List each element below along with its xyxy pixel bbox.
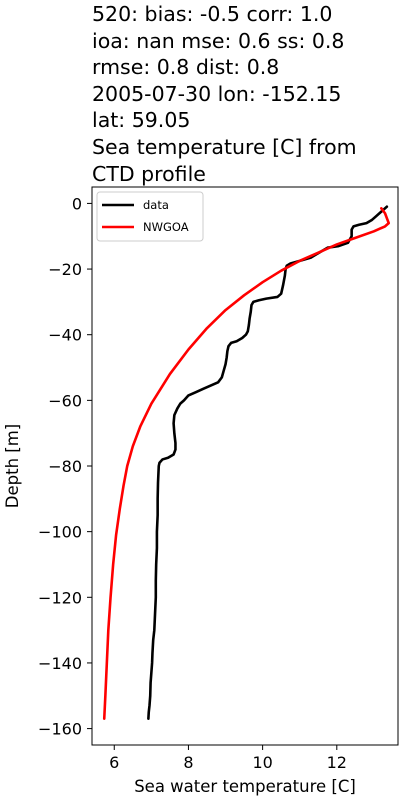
y-tick-label: −20: [48, 260, 82, 279]
y-axis-label: Depth [m]: [3, 424, 22, 508]
axis-layer: 6 8 10 12 0 −20 −40 −60 −80 −100 −120 −140 −160: [38, 194, 347, 772]
x-tick-label: 10: [252, 753, 272, 772]
chart-title: 520: bias: -0.5 corr: 1.0 ioa: nan mse: …: [92, 1, 357, 187]
title-line: rmse: 0.8 dist: 0.8: [92, 55, 280, 80]
legend-label-data: data: [143, 198, 169, 212]
legend: data NWGOA: [96, 191, 204, 242]
series-line-data: [147, 205, 389, 721]
title-line: 2005-07-30 lon: -152.15: [92, 81, 342, 106]
y-tick-label: −100: [38, 523, 82, 542]
x-tick-label: 8: [183, 753, 193, 772]
title-line: ioa: nan mse: 0.6 ss: 0.8: [92, 28, 345, 53]
title-line: CTD profile: [92, 161, 206, 186]
y-tick-label: −140: [38, 654, 82, 673]
title-line: 520: bias: -0.5 corr: 1.0: [92, 2, 333, 26]
x-axis-label: Sea water temperature [C]: [134, 777, 356, 796]
title-line: Sea temperature [C] from: [92, 134, 357, 159]
series-layer: [102, 205, 391, 721]
y-tick-label: −120: [38, 588, 82, 607]
title-line: lat: 59.05: [92, 108, 191, 133]
y-tick-label: −160: [38, 720, 82, 739]
y-tick-label: −40: [48, 326, 82, 345]
legend-label-nwgoa: NWGOA: [143, 220, 189, 234]
y-tick-label: −80: [48, 457, 82, 476]
series-line-nwgoa: [102, 207, 391, 721]
plot-frame: [91, 186, 399, 746]
x-tick-label: 6: [109, 753, 119, 772]
y-tick-label: −60: [48, 391, 82, 410]
x-tick-label: 12: [327, 753, 347, 772]
y-tick-label: 0: [72, 194, 82, 213]
